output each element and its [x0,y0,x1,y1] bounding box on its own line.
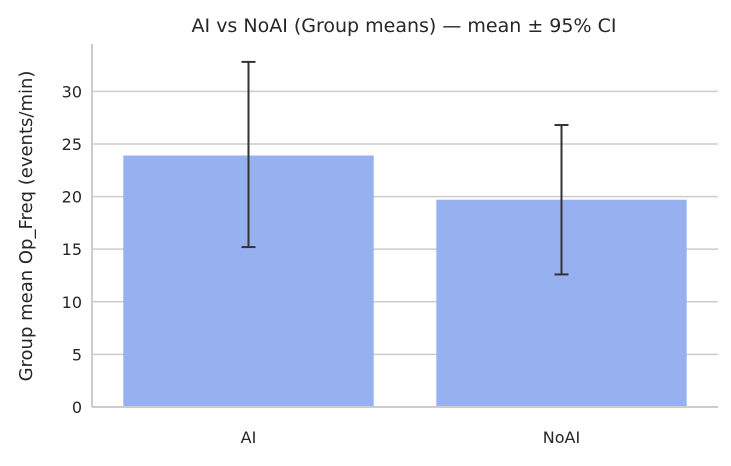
y-tick-label: 5 [72,345,82,364]
axes [91,44,718,408]
y-tick-label: 30 [62,82,82,101]
y-tick-label: 25 [62,135,82,154]
y-tick-label: 10 [62,293,82,312]
x-tick-label: AI [241,428,257,447]
y-tick-labels: 0 5 10 15 20 25 30 [62,82,82,417]
y-tick-label: 0 [72,398,82,417]
bars [123,155,687,407]
x-tick-labels: AI NoAI [241,428,581,447]
y-axis-title: Group mean Op_Freq (events/min) [16,71,37,382]
error-bars [241,60,569,276]
error-bar-ai [241,60,256,249]
y-tick-label: 20 [62,188,82,207]
y-tick-label: 15 [62,240,82,259]
error-bar-noai [554,124,569,276]
chart-title: AI vs NoAI (Group means) — mean ± 95% CI [192,15,617,37]
x-tick-label: NoAI [543,428,580,447]
